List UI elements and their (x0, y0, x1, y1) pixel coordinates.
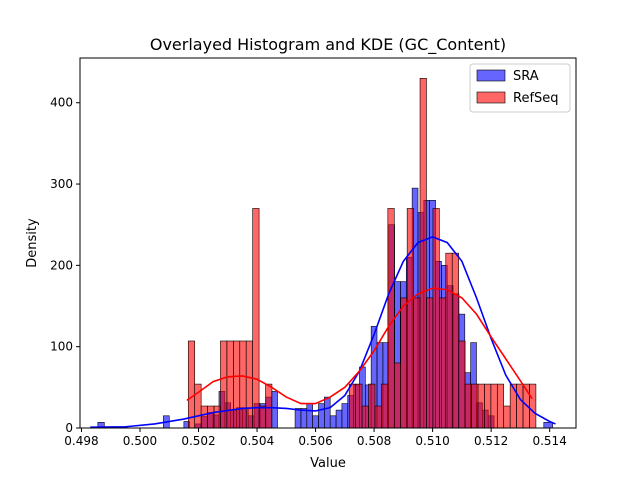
x-tick-label: 0.500 (123, 434, 157, 448)
legend: SRA RefSeq (469, 63, 571, 113)
histogram-bar-sra (329, 415, 337, 429)
histogram-bar-sra (294, 408, 302, 429)
histogram-bar-sra (306, 403, 313, 429)
histogram-bar-refseq (419, 78, 427, 429)
y-tick-label: 400 (50, 96, 73, 110)
histogram-bar-refseq (233, 340, 241, 429)
chart-title: Overlayed Histogram and KDE (GC_Content) (150, 35, 506, 55)
y-tick-label: 300 (50, 177, 73, 191)
histogram-bar-sra (324, 396, 331, 429)
histogram-bar-refseq (490, 383, 498, 429)
histogram-bar-refseq (471, 383, 479, 429)
histogram-bar-refseq (355, 383, 363, 429)
histogram-bar-refseq (387, 208, 395, 429)
histogram-bar-sra (271, 391, 278, 429)
histogram-bar-refseq (239, 340, 247, 429)
histogram-bar-refseq (374, 405, 382, 429)
kde-line-refseq (186, 287, 533, 405)
legend-label-refseq: RefSeq (513, 91, 559, 106)
x-tick-label: 0.498 (64, 434, 98, 448)
histogram-bar-sra (300, 408, 308, 429)
histogram-bar-refseq (213, 405, 221, 429)
histogram-bar-refseq (400, 297, 408, 429)
legend-swatch-sra (476, 69, 506, 82)
histogram-bar-refseq (226, 340, 234, 429)
plot-frame (79, 57, 577, 429)
histogram-bar-refseq (406, 208, 414, 429)
histogram-bar-refseq (445, 252, 453, 429)
histogram-bar-refseq (252, 208, 260, 429)
x-axis: 0.498 0.500 0.502 0.504 0.506 0.508 0.510 0.512… (64, 428, 567, 448)
x-tick-label: 0.502 (181, 434, 215, 448)
histogram-bar-refseq (503, 405, 511, 429)
y-axis: 0 100 200 300 400 (50, 96, 80, 435)
histogram-bar-refseq (368, 383, 376, 429)
histogram-bar-refseq (516, 383, 524, 429)
x-tick-label: 0.504 (240, 434, 274, 448)
y-tick-label: 100 (50, 340, 73, 354)
histogram-bar-refseq (439, 297, 447, 429)
histogram-bar-refseq (187, 340, 196, 429)
histogram-bar-refseq (200, 405, 208, 429)
x-axis-label: Value (310, 456, 346, 471)
x-tick-label: 0.506 (298, 434, 332, 448)
histogram-bar-sra (341, 403, 349, 429)
histogram-bar-refseq (245, 340, 253, 429)
histogram-bar-sra (312, 415, 319, 429)
histogram-bar-refseq (464, 383, 472, 429)
histogram-bar-refseq (348, 383, 356, 429)
x-tick-label: 0.514 (532, 434, 566, 448)
x-tick-label: 0.508 (357, 434, 391, 448)
legend-label-sra: SRA (513, 69, 539, 84)
histogram-bar-refseq (361, 405, 369, 429)
y-axis-label: Density (25, 218, 40, 268)
histogram-bar-refseq (207, 405, 215, 429)
histogram-bar-refseq (477, 383, 485, 429)
histogram-bar-refseq (393, 362, 402, 429)
histogram-bar-refseq (496, 383, 505, 429)
histogram-bar-refseq (484, 383, 492, 429)
histogram-bar-sra (335, 409, 343, 429)
histogram-bar-refseq (451, 252, 459, 429)
kde-line-sra (90, 236, 556, 428)
histogram-bar-refseq (529, 383, 537, 429)
y-tick-label: 200 (50, 258, 73, 272)
histogram-bar-refseq (220, 340, 228, 429)
histogram-bar-refseq (413, 297, 421, 429)
histogram-bar-refseq (432, 208, 440, 429)
histogram-bar-refseq (265, 383, 273, 429)
histogram-bar-sra (318, 403, 325, 429)
legend-swatch-refseq (476, 91, 506, 104)
histogram-bar-sra (543, 422, 553, 429)
y-tick-label: 0 (65, 421, 73, 435)
histogram-bar-refseq (258, 405, 266, 429)
histogram-bar-refseq (426, 297, 434, 429)
x-tick-label: 0.510 (415, 434, 449, 448)
histogram-bar-refseq (458, 340, 466, 429)
x-tick-label: 0.512 (474, 434, 508, 448)
histogram-bar-refseq (381, 383, 389, 429)
